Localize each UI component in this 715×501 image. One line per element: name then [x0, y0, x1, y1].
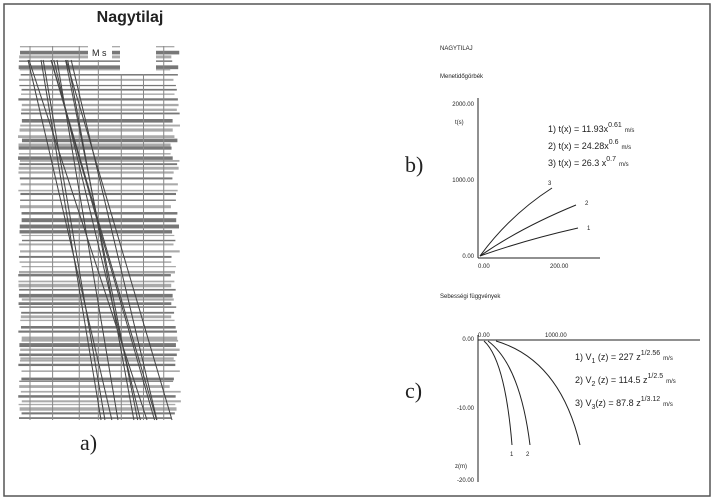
frame: [4, 4, 710, 496]
equation-text: (z) = 87.8 z: [595, 398, 641, 408]
stripe: [19, 306, 176, 307]
equation-unit: m/s: [663, 356, 673, 362]
stripe: [21, 315, 171, 318]
stripe: [18, 135, 174, 138]
stripe: [22, 104, 179, 106]
stripe: [18, 331, 177, 333]
y-tick-label: 1000.00: [452, 178, 474, 184]
y-tick-label: -10.00: [457, 406, 475, 412]
equation-unit: m/s: [622, 145, 632, 151]
equation-exponent: 0.7: [606, 156, 616, 163]
stripe: [19, 302, 172, 305]
y-tick-label: 0.00: [462, 337, 474, 343]
stripe: [22, 337, 178, 341]
inset-box: [120, 46, 156, 74]
x-tick-label: 0.00: [478, 264, 490, 270]
stripe: [21, 183, 178, 185]
equation-text: 2) V: [575, 375, 592, 385]
stripe: [20, 320, 174, 321]
stripe: [19, 85, 175, 86]
stripe: [19, 381, 173, 382]
panel-a-title: Nagytilaj: [97, 9, 164, 26]
stripe: [20, 177, 173, 179]
stripe: [19, 153, 171, 155]
axis-label: z(m): [455, 464, 467, 470]
y-tick-label: 2000.00: [452, 102, 474, 108]
y-tick-label: 0.00: [462, 254, 474, 260]
equation-exponent: 0.6: [609, 139, 619, 146]
stripe: [20, 160, 179, 162]
y-tick-label: -20.00: [457, 478, 475, 484]
stripe: [21, 391, 181, 393]
equation-exponent: 0.61: [608, 122, 622, 129]
axis-label: t(s): [455, 120, 464, 126]
equation-exponent: 1/3.12: [641, 396, 661, 403]
stripe: [19, 243, 174, 245]
stripe: [20, 125, 180, 127]
panel-c-title: Sebességi függvények: [440, 294, 501, 300]
stripe: [19, 256, 172, 258]
stripe: [22, 340, 179, 342]
stripe: [18, 171, 173, 173]
equation-text: (z) = 227 z: [595, 352, 641, 362]
equation-unit: m/s: [625, 128, 635, 134]
stripe: [18, 364, 175, 366]
inset-label: M s: [92, 48, 107, 58]
equation-text: 2) t(x) = 24.28x: [548, 141, 609, 151]
x-tick-label: 0.00: [478, 333, 490, 339]
stripe: [19, 294, 173, 298]
stripe: [19, 271, 175, 274]
stripe: [18, 274, 171, 276]
panel-label: a): [80, 430, 97, 455]
stripe: [20, 349, 179, 351]
equation-exponent: 1/2.56: [641, 350, 661, 357]
equation-unit: m/s: [619, 162, 629, 168]
stripe: [22, 119, 173, 123]
stripe: [19, 343, 176, 347]
stripe: [21, 93, 174, 94]
stripe: [22, 89, 177, 91]
stripe: [21, 113, 180, 115]
equation-unit: m/s: [663, 402, 673, 408]
heading: NAGYTILAJ: [440, 46, 473, 52]
figure: Nagytilaj M s a) NAGYTILAJ Menetidőgörbé…: [0, 0, 715, 501]
x-tick-label: 200.00: [550, 264, 569, 270]
panel-label: c): [405, 378, 422, 403]
stripe: [19, 417, 171, 419]
equation-text: 3) t(x) = 26.3 x: [548, 158, 607, 168]
panel-label: b): [405, 152, 423, 177]
equation-exponent: 1/2.5: [648, 373, 664, 380]
equation-unit: m/s: [666, 379, 676, 385]
page: Nagytilaj M s a) NAGYTILAJ Menetidőgörbé…: [0, 0, 715, 501]
equation-text: 1) t(x) = 11.93x: [548, 124, 609, 134]
equation-text: (z) = 114.5 z: [595, 375, 648, 385]
panel-b-title: Menetidőgörbék: [440, 74, 484, 80]
equation-text: 1) V: [575, 352, 592, 362]
stripe: [21, 312, 174, 314]
stripe: [21, 74, 178, 76]
equation-text: 3) V: [575, 398, 592, 408]
stripe: [18, 281, 174, 283]
stripe: [20, 128, 173, 131]
x-tick-label: 1000.00: [545, 333, 567, 339]
stripe: [19, 147, 172, 150]
stripe: [19, 289, 176, 291]
stripe: [22, 139, 177, 143]
stripe: [19, 79, 174, 81]
stripe: [22, 212, 178, 214]
